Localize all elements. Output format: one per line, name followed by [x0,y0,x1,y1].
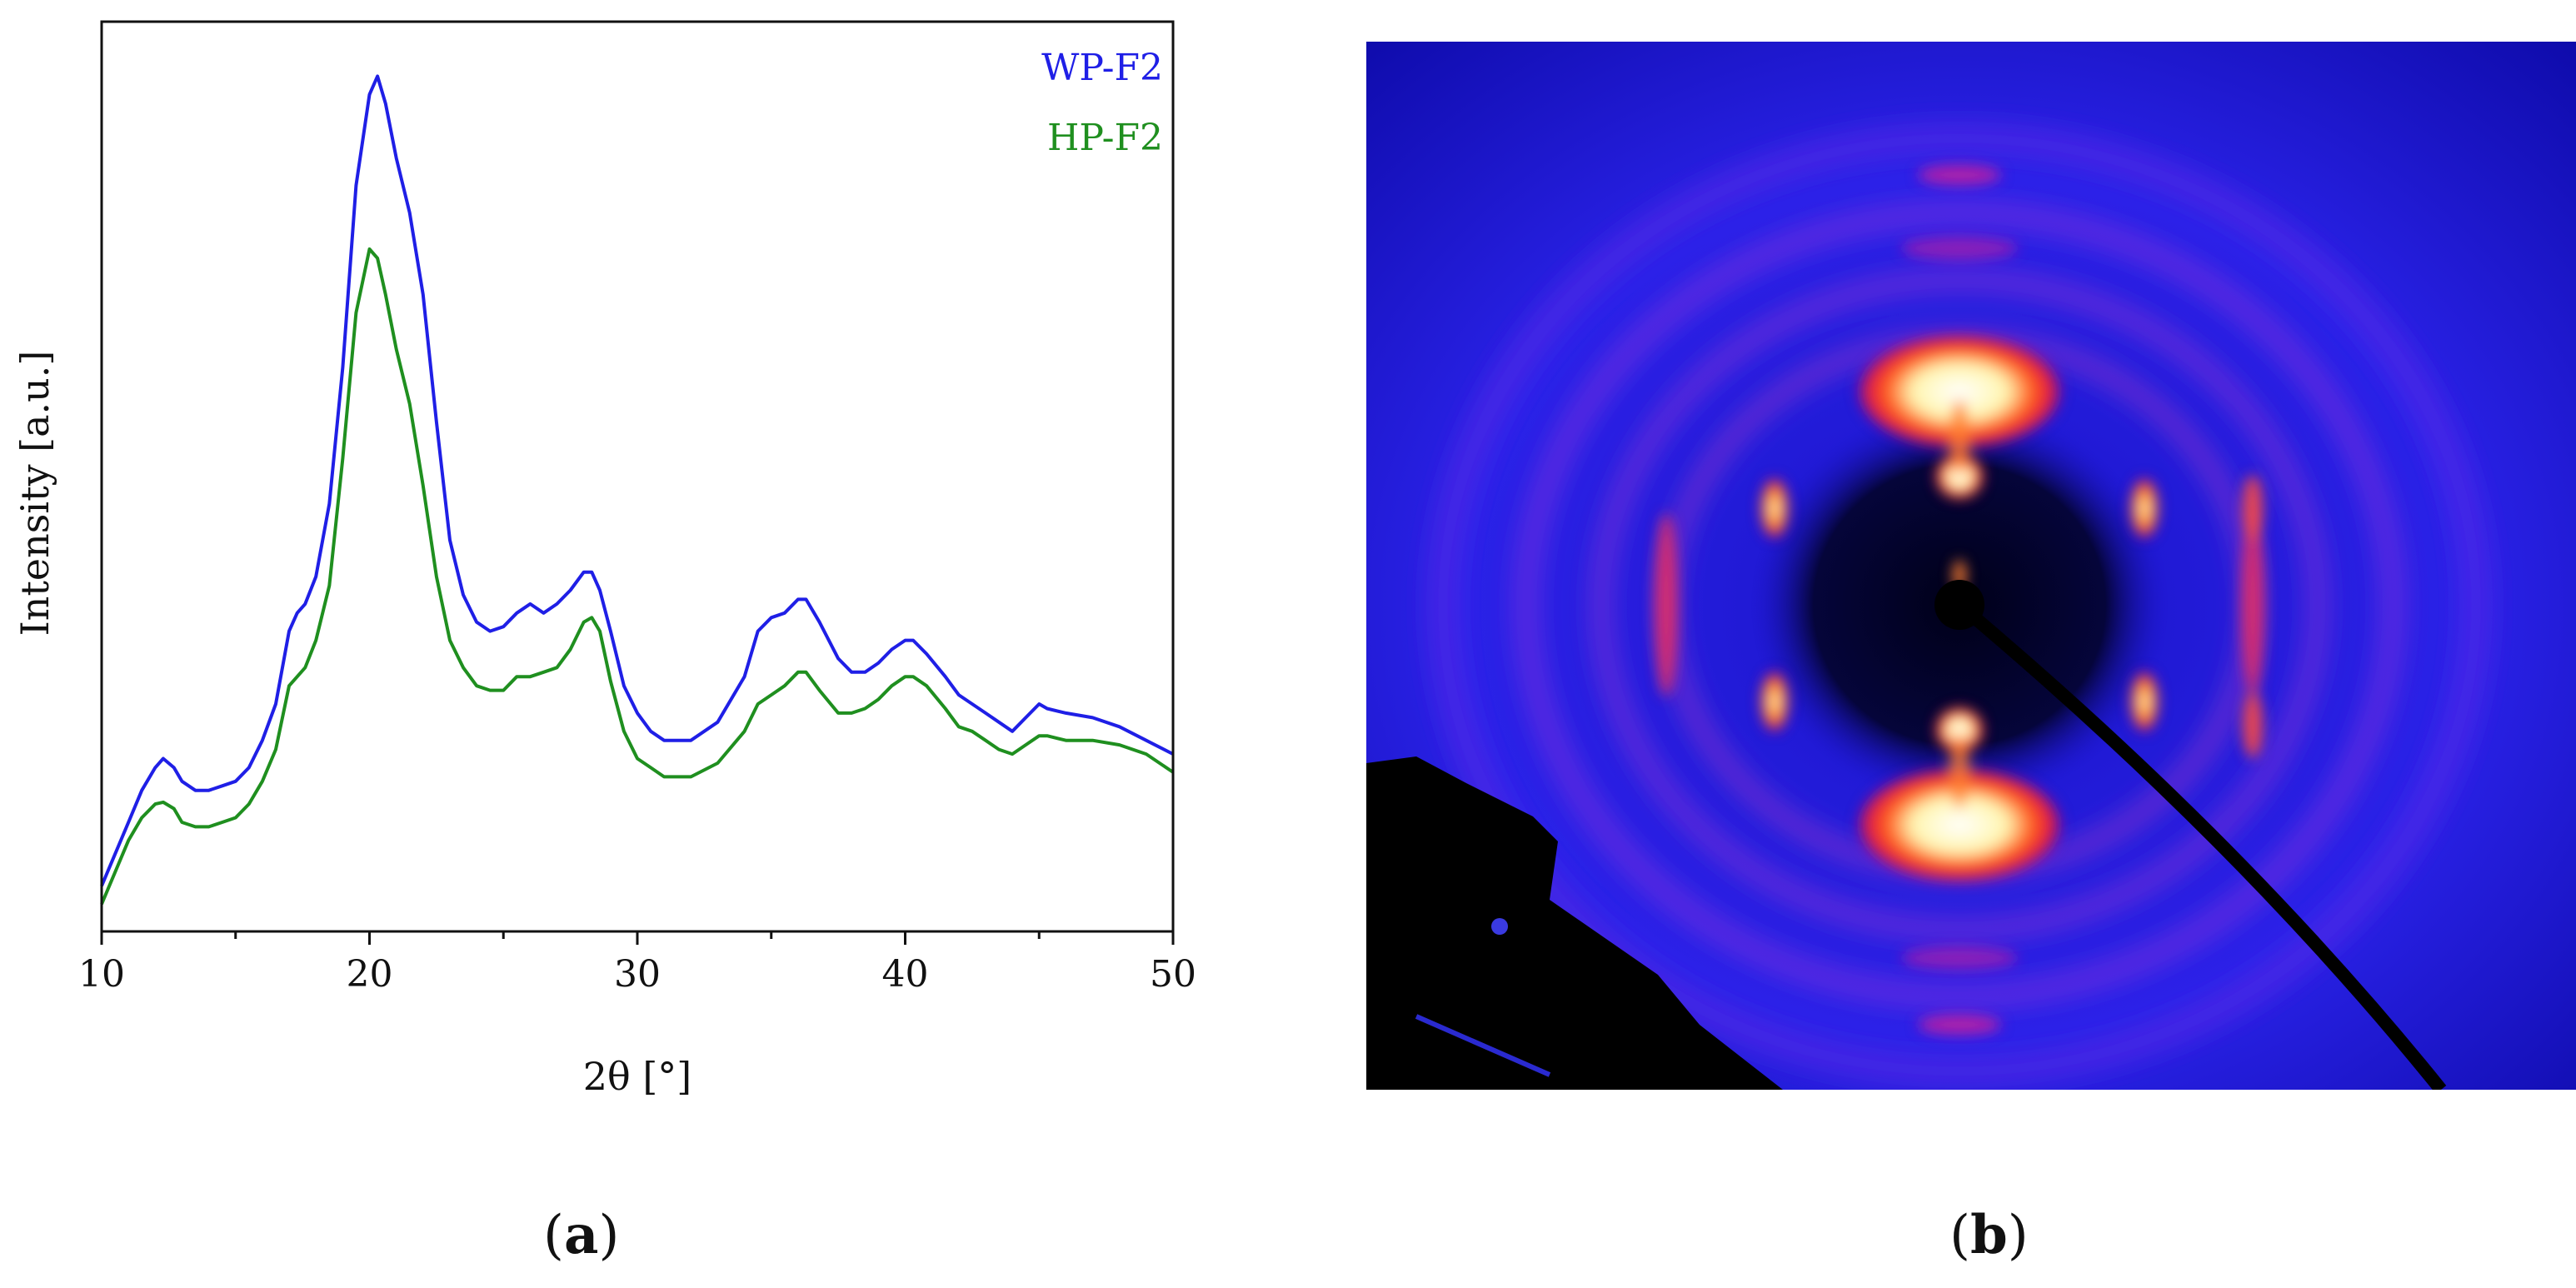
x-tick-label: 20 [347,953,393,996]
x-tick-label: 10 [78,953,125,996]
plot-frame [100,20,1175,933]
legend-label-wp-f2: WP-F2 [1041,47,1163,89]
x-tick-label: 40 [882,953,929,996]
xrd-diffraction-pattern-icon [1366,42,2576,1090]
panel-label-b: (b) [1949,1204,2029,1266]
xrd-line-chart: 10 20 30 40 50 2θ [°] Intensity [a.u.] WP-F2 HP-… [12,20,1196,1099]
x-tick-label: 30 [614,953,661,996]
x-axis-title: 2θ [°] [583,1054,691,1099]
panel-label-a: (a) [543,1204,620,1266]
series-line-wp-f2 [100,74,1174,887]
series-line-hp-f2 [100,247,1175,905]
y-axis-title: Intensity [a.u.] [12,351,57,637]
x-tick-label: 50 [1150,953,1196,996]
legend-label-hp-f2: HP-F2 [1047,117,1163,159]
